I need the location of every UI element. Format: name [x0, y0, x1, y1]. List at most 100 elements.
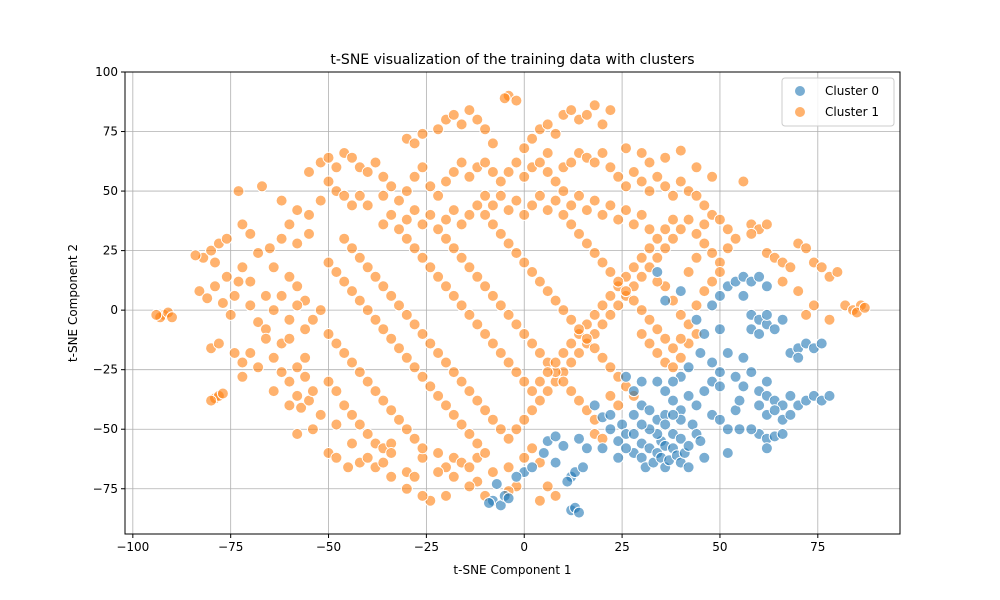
cluster-1-point — [690, 251, 703, 264]
cluster-1-point — [596, 208, 609, 221]
cluster-1-point — [463, 385, 476, 398]
cluster-1-point — [526, 404, 539, 417]
cluster-0-point — [627, 385, 640, 398]
cluster-1-point — [486, 289, 499, 302]
cluster-1-point — [346, 285, 358, 298]
cluster-1-point — [408, 318, 421, 331]
cluster-1-point — [432, 189, 445, 202]
cluster-1-point — [643, 223, 656, 236]
cluster-1-point — [494, 189, 507, 202]
cluster-1-point — [455, 299, 468, 312]
cluster-1-point — [612, 170, 625, 183]
cluster-1-point — [342, 461, 355, 474]
cluster-1-point — [306, 313, 319, 326]
cluster-1-point — [659, 332, 672, 345]
y-tick-label: 50 — [103, 184, 118, 198]
cluster-1-point — [361, 261, 374, 274]
cluster-1-point — [659, 180, 672, 193]
cluster-1-point — [275, 289, 288, 302]
cluster-1-point — [573, 189, 585, 202]
cluster-1-point — [385, 208, 398, 221]
cluster-1-point — [259, 332, 272, 345]
cluster-1-point — [252, 247, 265, 259]
cluster-0-point — [776, 313, 789, 326]
cluster-1-point — [667, 213, 679, 226]
cluster-1-point — [447, 289, 460, 302]
cluster-1-point — [627, 218, 640, 231]
cluster-0-point — [588, 399, 601, 412]
y-tick-label: 75 — [103, 125, 118, 139]
cluster-1-point — [604, 289, 617, 302]
cluster-1-point — [541, 285, 554, 298]
cluster-1-point — [533, 275, 546, 288]
cluster-1-point — [635, 304, 648, 317]
cluster-1-point — [690, 227, 703, 240]
cluster-1-point — [361, 451, 374, 464]
cluster-1-point — [408, 432, 421, 445]
cluster-1-point — [479, 156, 492, 169]
cluster-0-point — [682, 361, 695, 374]
cluster-1-point — [377, 218, 390, 231]
cluster-1-point — [369, 270, 382, 283]
cluster-1-point — [541, 147, 554, 159]
cluster-1-point — [565, 385, 578, 398]
cluster-1-point — [455, 251, 468, 264]
cluster-1-point — [635, 270, 648, 283]
cluster-1-point — [565, 356, 578, 369]
cluster-1-point — [612, 399, 625, 412]
cluster-1-point — [659, 151, 672, 164]
cluster-0-point — [682, 439, 695, 452]
cluster-1-point — [541, 166, 554, 178]
cluster-1-point — [674, 332, 687, 345]
cluster-1-point — [166, 311, 178, 324]
cluster-1-point — [760, 218, 773, 231]
x-tick-label: −100 — [116, 540, 149, 554]
cluster-1-point — [604, 104, 617, 117]
cluster-0-point — [698, 451, 711, 464]
chart-title: t-SNE visualization of the training data… — [330, 52, 694, 68]
cluster-1-point — [393, 299, 405, 312]
cluster-1-point — [306, 385, 319, 398]
cluster-1-point — [518, 208, 531, 221]
cluster-1-point — [627, 294, 640, 307]
cluster-0-point — [526, 461, 539, 474]
cluster-0-point — [651, 375, 664, 388]
cluster-1-point — [502, 204, 515, 217]
cluster-1-point — [455, 375, 468, 388]
cluster-1-point — [573, 227, 585, 240]
cluster-0-point — [721, 423, 734, 436]
cluster-1-point — [400, 213, 413, 226]
cluster-1-point — [232, 275, 245, 288]
cluster-1-point — [416, 442, 429, 455]
cluster-1-point — [486, 218, 499, 231]
cluster-1-point — [299, 351, 312, 364]
cluster-1-point — [635, 251, 648, 264]
cluster-1-point — [682, 213, 695, 226]
cluster-1-point — [291, 428, 304, 440]
cluster-1-point — [275, 194, 288, 207]
cluster-0-point — [721, 447, 734, 459]
cluster-1-point — [346, 242, 358, 255]
cluster-0-point — [604, 408, 617, 421]
cluster-1-point — [823, 313, 836, 326]
x-tick-label: −75 — [218, 540, 243, 554]
cluster-1-point — [541, 480, 554, 493]
cluster-1-point — [424, 261, 437, 274]
cluster-1-point — [252, 316, 265, 329]
cluster-1-point — [455, 218, 468, 231]
cluster-1-point — [620, 285, 632, 298]
cluster-1-point — [400, 423, 413, 436]
cluster-1-point — [729, 232, 742, 245]
cluster-0-point — [682, 389, 695, 402]
cluster-1-point — [463, 461, 476, 474]
cluster-1-point — [338, 275, 351, 288]
cluster-1-point — [667, 232, 679, 245]
cluster-1-point — [698, 285, 711, 298]
cluster-1-point — [526, 385, 539, 398]
cluster-1-point — [620, 204, 632, 217]
cluster-1-point — [244, 299, 257, 312]
cluster-1-point — [377, 280, 390, 293]
cluster-1-point — [330, 266, 343, 278]
cluster-1-point — [216, 297, 229, 309]
